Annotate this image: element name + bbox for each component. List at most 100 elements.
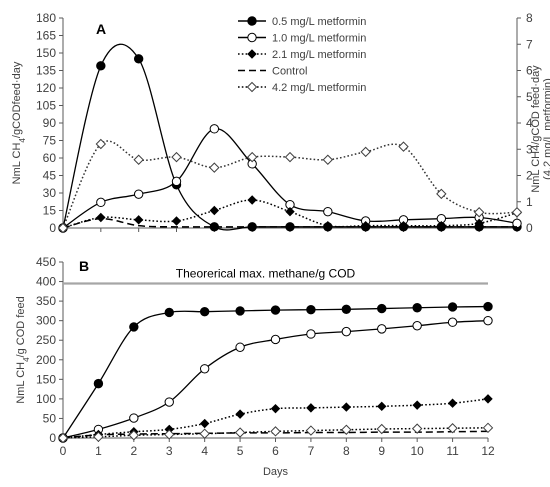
y2-axis-subtitle: (4.2 mg/L metformin) <box>542 78 550 180</box>
y-tick-label-30: 30 <box>43 186 57 200</box>
x-tick-label-b-10: 10 <box>410 444 424 458</box>
legend-item-control: Control <box>238 66 307 78</box>
data-point-2-1-mg-l-metformin-10 <box>412 400 422 410</box>
data-point-4-2-mg-l-metformin-0 <box>57 432 69 444</box>
y2-tick-label-5: 5 <box>526 90 533 104</box>
data-point-4-2-mg-l-metformin-3 <box>164 429 175 440</box>
data-point-2-1-mg-l-metformin-5 <box>235 409 245 419</box>
data-point-0-5-mg-l-metformin-5 <box>235 306 245 316</box>
y-tick-label-b-200: 200 <box>36 353 56 367</box>
data-point-0-5-mg-l-metformin-4 <box>199 306 210 317</box>
y2-tick-label-2: 2 <box>526 169 533 183</box>
y-axis-title-text-end: /gCODfeed·day <box>11 61 23 138</box>
series-line-0-5-mg-l-metformin <box>62 305 489 439</box>
data-point-2-1-mg-l-metformin-6 <box>285 206 295 217</box>
data-point-1-0-mg-l-metformin-5 <box>235 342 245 352</box>
data-point-2-1-mg-l-metformin-7 <box>306 403 316 413</box>
legend-item-0-5-mg-l-metformin: 0.5 mg/L metformin <box>238 16 366 28</box>
data-point-0-5-mg-l-metformin-8 <box>341 304 352 315</box>
y2-tick-label-7: 7 <box>526 37 533 51</box>
data-point-0-5-mg-l-metformin-3 <box>164 307 174 318</box>
data-point-4-2-mg-l-metformin-9 <box>398 141 409 152</box>
legend-label-1-0-mg-l-metformin: 1.0 mg/L metformin <box>272 33 366 45</box>
data-point-4-2-mg-l-metformin-1 <box>95 138 107 150</box>
data-point-4-2-mg-l-metformin-4 <box>209 162 220 173</box>
y-axis-title-b-text-end: /g COD feed <box>15 296 27 357</box>
data-point-4-2-mg-l-metformin-11 <box>447 423 458 434</box>
data-point-0-5-mg-l-metformin-11 <box>447 302 458 312</box>
y2-tick-label-4: 4 <box>526 116 533 130</box>
y-tick-label-105: 105 <box>36 99 56 113</box>
x-tick-label-b-11: 11 <box>446 444 459 458</box>
y2-tick-label-0: 0 <box>526 221 533 235</box>
legend: 0.5 mg/L metformin 1.0 mg/L metformin 2.1 … <box>238 16 366 94</box>
data-point-0-5-mg-l-metformin-12 <box>483 301 493 312</box>
data-point-1-0-mg-l-metformin-11 <box>447 317 458 327</box>
series-4-2-mg-l-metformin <box>57 138 523 234</box>
data-point-4-2-mg-l-metformin-7 <box>322 154 334 165</box>
data-point-4-2-mg-l-metformin-12 <box>511 207 523 218</box>
data-point-1-0-mg-l-metformin-2 <box>133 189 144 199</box>
y2-tick-label-1: 1 <box>526 195 533 209</box>
data-point-4-2-mg-l-metformin-11 <box>473 207 485 218</box>
y-tick-label-0: 0 <box>49 221 56 235</box>
data-point-1-0-mg-l-metformin-3 <box>164 397 174 407</box>
y2-axis-title: NmL CH4/gCOD feed·day <box>530 65 542 193</box>
data-point-1-0-mg-l-metformin-8 <box>341 326 352 337</box>
y-tick-label-b-300: 300 <box>36 314 56 328</box>
data-point-0-5-mg-l-metformin-7 <box>306 305 316 315</box>
x-tick-label-b-5: 5 <box>237 444 244 458</box>
legend-item-4-2-mg-l-metformin: 4.2 mg/L metformin <box>238 81 366 94</box>
y2-tick-label-3: 3 <box>526 142 533 156</box>
panel-a: 0153045607590105120135150165180012345678… <box>11 11 550 235</box>
data-point-4-2-mg-l-metformin-1 <box>93 431 104 443</box>
y-tick-label-b-450: 450 <box>36 255 56 269</box>
data-point-4-2-mg-l-metformin-10 <box>411 423 423 434</box>
y-axis-title: NmL CH4/gCODfeed·day <box>11 61 27 184</box>
x-tick-label-b-0: 0 <box>60 444 67 458</box>
x-tick-label-b-12: 12 <box>481 444 495 458</box>
data-point-1-0-mg-l-metformin-2 <box>129 413 139 423</box>
data-point-2-1-mg-l-metformin-3 <box>171 216 182 226</box>
x-tick-label-b-6: 6 <box>272 444 279 458</box>
data-point-0-5-mg-l-metformin-1 <box>93 378 104 389</box>
data-point-2-1-mg-l-metformin-9 <box>377 401 387 412</box>
x-tick-label-b-7: 7 <box>308 444 315 458</box>
y-axis-title-text: NmL CH <box>11 143 23 185</box>
y-tick-label-b-250: 250 <box>36 333 56 347</box>
data-point-2-1-mg-l-metformin-12 <box>483 394 493 404</box>
data-point-0-5-mg-l-metformin-2 <box>133 54 144 64</box>
legend-marker-4-2-mg-l-metformin <box>246 81 258 93</box>
data-point-0-5-mg-l-metformin-1 <box>96 61 106 71</box>
data-point-4-2-mg-l-metformin-3 <box>171 151 182 163</box>
data-point-0-5-mg-l-metformin-9 <box>377 303 387 314</box>
data-point-1-0-mg-l-metformin-7 <box>323 206 333 217</box>
legend-marker-0-5-mg-l-metformin <box>247 16 257 26</box>
data-point-0-5-mg-l-metformin-2 <box>129 322 139 332</box>
data-point-0-5-mg-l-metformin-6 <box>270 305 281 315</box>
x-tick-label-b-3: 3 <box>166 444 173 458</box>
data-point-2-1-mg-l-metformin-8 <box>360 220 371 231</box>
x-tick-label-b-8: 8 <box>343 444 350 458</box>
data-point-2-1-mg-l-metformin-4 <box>199 418 210 429</box>
data-point-4-2-mg-l-metformin-10 <box>436 188 447 200</box>
x-tick-label-b-9: 9 <box>378 444 385 458</box>
data-point-2-1-mg-l-metformin-10 <box>436 220 447 231</box>
data-point-4-2-mg-l-metformin-8 <box>341 424 352 435</box>
data-point-1-0-mg-l-metformin-6 <box>270 334 281 345</box>
y-tick-label-75: 75 <box>43 134 57 148</box>
y-tick-label-b-0: 0 <box>49 431 56 445</box>
data-point-2-1-mg-l-metformin-11 <box>447 398 458 408</box>
data-point-1-0-mg-l-metformin-7 <box>306 329 316 339</box>
data-point-4-2-mg-l-metformin-4 <box>199 428 210 439</box>
y2-tick-label-6: 6 <box>526 64 533 78</box>
data-point-4-2-mg-l-metformin-6 <box>284 151 296 163</box>
data-point-4-2-mg-l-metformin-6 <box>270 426 281 437</box>
panel-label-b: B <box>79 258 89 274</box>
y-tick-label-180: 180 <box>36 11 56 25</box>
data-point-1-0-mg-l-metformin-1 <box>96 197 106 208</box>
y-tick-label-150: 150 <box>36 46 56 60</box>
y-axis-title-subscript: 4 <box>18 138 27 143</box>
